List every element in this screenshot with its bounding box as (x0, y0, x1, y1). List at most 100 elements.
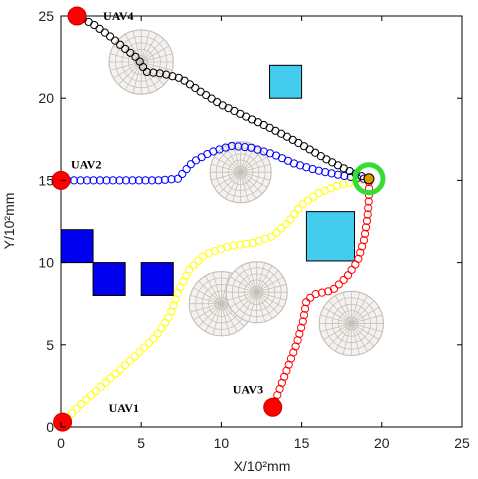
obstacle-block (60, 229, 94, 264)
path-point (286, 215, 295, 224)
goal-center (363, 173, 375, 185)
obstacle-block (305, 211, 356, 262)
y-tick-label: 10 (38, 255, 54, 271)
path-point (125, 356, 135, 365)
path-point (302, 298, 311, 307)
path-point (90, 20, 99, 30)
path-point (289, 159, 299, 168)
path-point (338, 180, 348, 189)
y-tick-label: 20 (38, 90, 54, 106)
path-point (298, 317, 307, 326)
start-marker (53, 412, 73, 432)
path-point (223, 242, 232, 252)
path-point (290, 210, 299, 219)
path-point (91, 386, 101, 396)
path-point (184, 265, 194, 274)
path-point (303, 196, 313, 205)
path-point (72, 404, 81, 413)
path-point (194, 256, 203, 265)
path-point (130, 352, 139, 361)
path-point (314, 166, 323, 175)
path-point (82, 395, 91, 404)
path-point (135, 347, 144, 357)
path-point (295, 329, 304, 339)
uav-label: UAV2 (71, 157, 101, 171)
path-point (142, 67, 152, 77)
path-point (154, 176, 163, 185)
path-point (160, 175, 170, 184)
path-point (247, 143, 256, 152)
path-point (144, 338, 153, 348)
path-point (134, 176, 144, 185)
y-tick-label: 25 (38, 8, 54, 24)
path-point (189, 261, 198, 270)
path-point (147, 176, 157, 185)
path-point (334, 280, 343, 289)
path-point (167, 175, 176, 184)
path-point (291, 342, 300, 351)
path-point (95, 24, 104, 33)
path-point (235, 240, 245, 249)
uav-label-layer: UAV1 UAV2 UAV3 UAV4 (71, 9, 263, 415)
path-point (329, 284, 339, 293)
x-tick-label: 20 (374, 435, 390, 451)
path-point (298, 200, 307, 209)
path-point (76, 176, 85, 185)
x-tick-label: 15 (294, 435, 310, 451)
path-point (162, 70, 171, 79)
path-point (253, 145, 262, 154)
path-point (77, 400, 86, 409)
tick-layer: 0 5 10 15 20 25 0 5 10 15 20 25 (38, 8, 470, 451)
path-point (358, 242, 367, 251)
y-tick-label: 15 (38, 172, 54, 188)
path-point (155, 69, 164, 78)
path-point (339, 275, 348, 285)
start-marker (67, 6, 87, 26)
start-marker (263, 397, 283, 417)
path-point (302, 163, 311, 172)
path-point (267, 232, 276, 241)
path-point (131, 52, 140, 61)
path-point (248, 238, 257, 248)
path-point (168, 72, 177, 81)
path-point (364, 203, 373, 213)
path-point (359, 236, 369, 245)
path-point (121, 44, 130, 53)
path-point (259, 147, 268, 156)
path-point (317, 288, 326, 297)
path-point (149, 68, 158, 77)
path-point (221, 143, 230, 152)
path-point (364, 197, 373, 206)
path-point (293, 336, 302, 345)
path-point (111, 369, 120, 378)
threat-layer (108, 29, 385, 357)
obstacle-block (269, 64, 303, 99)
path-point (141, 176, 150, 185)
y-axis-label: Y/10²mm (1, 193, 17, 250)
path-point (95, 176, 105, 185)
path-point (333, 170, 343, 179)
path-point (140, 343, 149, 352)
path-point (361, 223, 371, 232)
path-point (360, 229, 370, 238)
path-point (299, 310, 309, 320)
x-tick-label: 0 (57, 435, 65, 451)
path-point (345, 178, 354, 187)
path-point (363, 210, 372, 219)
path-point (111, 36, 120, 45)
path-point (67, 409, 77, 418)
x-tick-label: 25 (454, 435, 470, 451)
uav-label: UAV4 (103, 9, 133, 23)
marker-layer (51, 6, 386, 432)
path-point (296, 161, 305, 170)
path-uav1 (58, 174, 373, 427)
path-point (101, 378, 110, 387)
x-tick-label: 10 (214, 435, 230, 451)
path-point (82, 176, 92, 185)
path-point (300, 304, 310, 313)
path-point (321, 167, 330, 177)
goal-marker (352, 162, 386, 196)
path-point (311, 290, 320, 299)
threat-sphere (318, 290, 385, 357)
path-point (89, 176, 98, 185)
